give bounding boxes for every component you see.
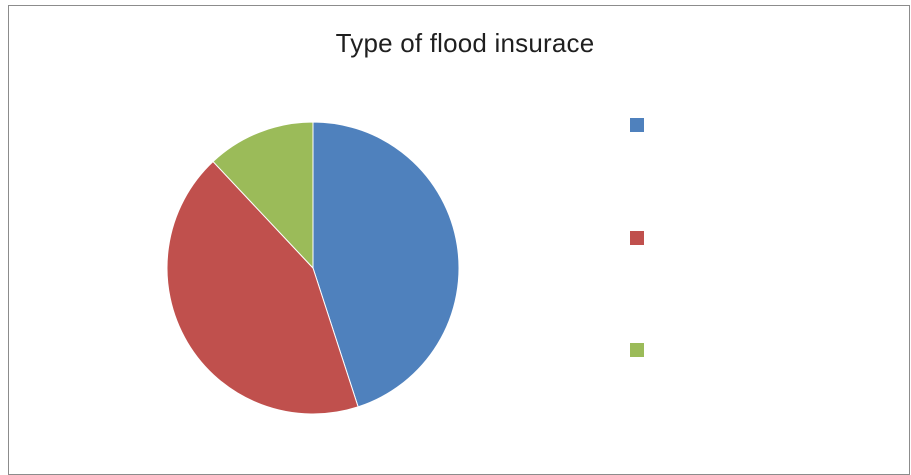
legend-item xyxy=(630,117,652,133)
pie-slice xyxy=(312,121,460,408)
legend-item xyxy=(630,342,652,358)
pie-slice xyxy=(212,121,314,270)
pie-slices xyxy=(166,121,460,415)
pie-slice xyxy=(166,160,359,415)
legend-item xyxy=(630,230,652,246)
legend-swatch xyxy=(630,118,644,132)
legend-swatch xyxy=(630,343,644,357)
pie-chart xyxy=(166,121,460,415)
legend-swatch xyxy=(630,231,644,245)
chart-title: Type of flood insurace xyxy=(335,28,595,58)
chart-area xyxy=(8,5,910,475)
